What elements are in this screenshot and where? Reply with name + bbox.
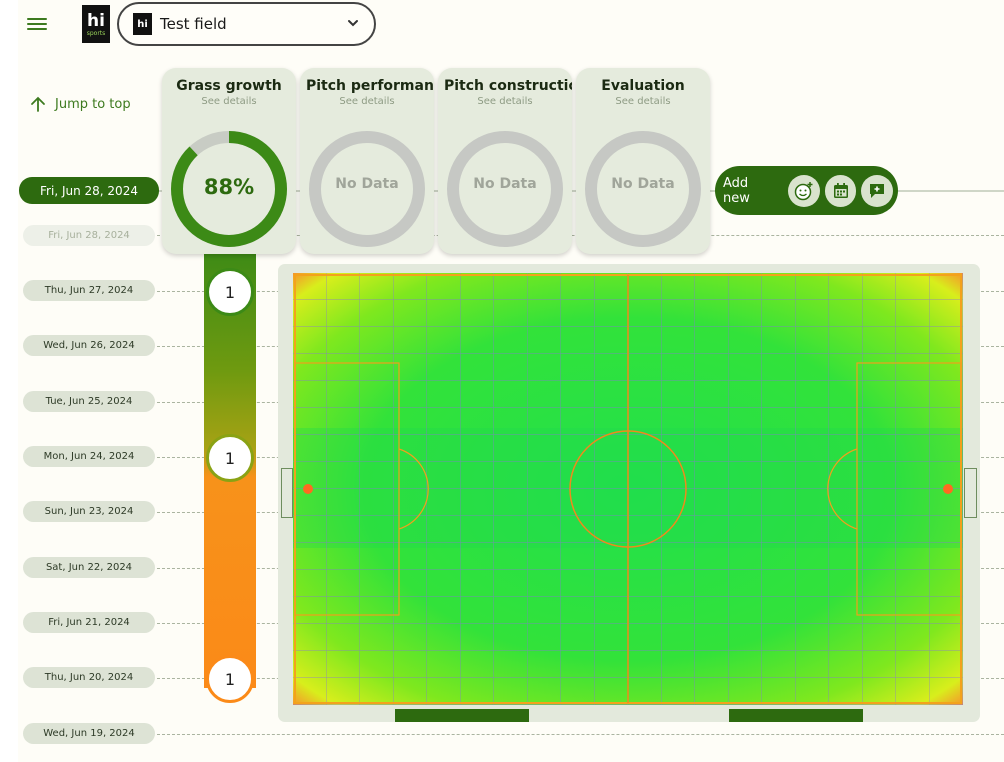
card-title: Pitch performance — [306, 78, 434, 94]
grass-growth-gauge — [171, 131, 287, 247]
row-divider — [157, 734, 1004, 735]
jump-to-top-link[interactable]: Jump to top — [30, 96, 131, 112]
empty-gauge — [309, 131, 425, 247]
card-value: No Data — [335, 176, 399, 192]
menu-icon[interactable] — [27, 15, 47, 33]
see-details-link[interactable]: See details — [201, 96, 257, 107]
selected-date-pill[interactable]: Fri, Jun 28, 2024 — [19, 177, 159, 204]
card-value: No Data — [473, 176, 537, 192]
date-pill[interactable]: Thu, Jun 20, 2024 — [23, 667, 155, 688]
pitch-performance-card[interactable]: Pitch performance See details No Data — [300, 68, 434, 254]
grass-growth-card[interactable]: Grass growth See details 88% — [162, 68, 296, 254]
entry-count-badge[interactable]: 1 — [206, 655, 254, 703]
field-select[interactable]: hi Test field — [117, 2, 376, 46]
pitch-heatmap[interactable] — [293, 273, 963, 705]
date-pill[interactable]: Sun, Jun 23, 2024 — [23, 501, 155, 522]
card-value: No Data — [611, 176, 675, 192]
evaluation-card[interactable]: Evaluation See details No Data — [576, 68, 710, 254]
date-pill[interactable]: Fri, Jun 28, 2024 — [23, 225, 155, 246]
date-pill[interactable]: Tue, Jun 25, 2024 — [23, 391, 155, 412]
card-title: Pitch construction — [444, 78, 572, 94]
grass-growth-value: 88% — [203, 175, 255, 199]
right-goal — [964, 468, 977, 518]
hi-sports-logo[interactable]: hi sports — [82, 5, 110, 43]
date-pill[interactable]: Sat, Jun 22, 2024 — [23, 557, 155, 578]
gauge-fill — [171, 131, 287, 247]
date-pill[interactable]: Thu, Jun 27, 2024 — [23, 280, 155, 301]
pitch-extension-bar — [729, 709, 863, 722]
see-details-link[interactable]: See details — [339, 96, 395, 107]
pitch-extension-bar — [395, 709, 529, 722]
logo-text: hi — [87, 10, 105, 31]
chevron-down-icon — [348, 20, 358, 27]
comment-add-icon[interactable] — [861, 174, 894, 207]
calendar-icon[interactable] — [824, 174, 857, 207]
add-new-button[interactable]: Add new — [715, 166, 898, 215]
emoji-add-icon[interactable] — [788, 174, 820, 207]
entry-count-badge[interactable]: 1 — [206, 434, 254, 482]
date-pill[interactable]: Fri, Jun 21, 2024 — [23, 612, 155, 633]
jump-label: Jump to top — [55, 96, 131, 112]
logo-sub: sports — [86, 29, 106, 37]
entry-count-badge[interactable]: 1 — [206, 268, 254, 316]
empty-gauge — [585, 131, 701, 247]
field-name: Test field — [160, 15, 227, 33]
empty-gauge — [447, 131, 563, 247]
card-title: Evaluation — [601, 78, 685, 94]
left-strip — [0, 0, 18, 762]
see-details-link[interactable]: See details — [615, 96, 671, 107]
date-pill[interactable]: Mon, Jun 24, 2024 — [23, 446, 155, 467]
left-goal — [281, 468, 293, 518]
see-details-link[interactable]: See details — [477, 96, 533, 107]
add-new-label: Add new — [723, 175, 750, 206]
date-pill[interactable]: Wed, Jun 26, 2024 — [23, 335, 155, 356]
arrow-up-icon — [31, 96, 45, 112]
card-title: Grass growth — [176, 78, 282, 94]
date-pill[interactable]: Wed, Jun 19, 2024 — [23, 723, 155, 744]
field-logo-icon: hi — [133, 13, 152, 35]
pitch-construction-card[interactable]: Pitch construction See details No Data — [438, 68, 572, 254]
